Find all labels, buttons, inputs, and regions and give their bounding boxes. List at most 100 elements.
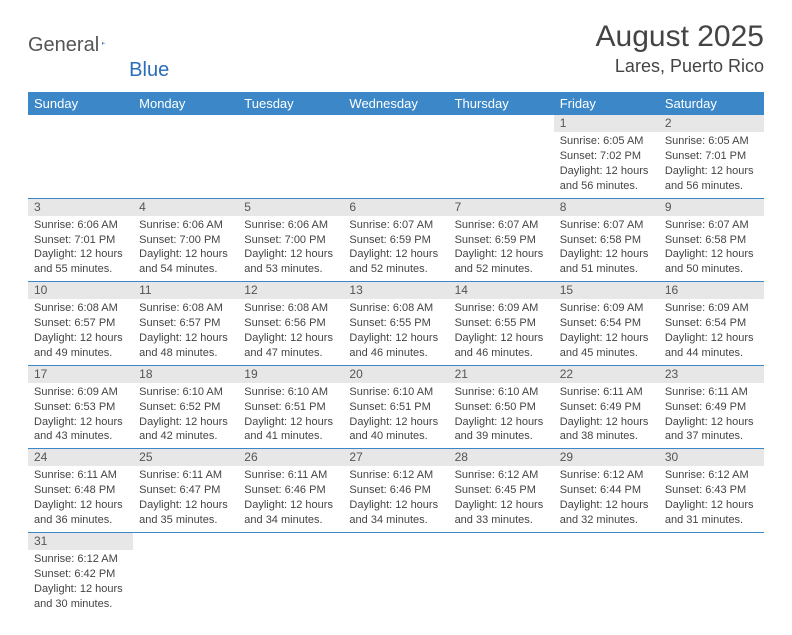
calendar-cell [238,115,343,198]
day-content: Sunrise: 6:08 AMSunset: 6:55 PMDaylight:… [343,299,448,364]
calendar-cell: 10Sunrise: 6:08 AMSunset: 6:57 PMDayligh… [28,282,133,366]
day-number: 10 [28,282,133,299]
day-content: Sunrise: 6:10 AMSunset: 6:51 PMDaylight:… [238,383,343,448]
day-content: Sunrise: 6:10 AMSunset: 6:51 PMDaylight:… [343,383,448,448]
day-number: 28 [449,449,554,466]
calendar-cell: 25Sunrise: 6:11 AMSunset: 6:47 PMDayligh… [133,449,238,533]
calendar-cell [28,115,133,198]
day-number: 8 [554,199,659,216]
calendar-cell: 20Sunrise: 6:10 AMSunset: 6:51 PMDayligh… [343,365,448,449]
calendar-cell: 23Sunrise: 6:11 AMSunset: 6:49 PMDayligh… [659,365,764,449]
calendar-cell [449,115,554,198]
calendar-cell [554,532,659,615]
calendar-cell: 17Sunrise: 6:09 AMSunset: 6:53 PMDayligh… [28,365,133,449]
day-number: 9 [659,199,764,216]
day-content: Sunrise: 6:12 AMSunset: 6:42 PMDaylight:… [28,550,133,615]
day-number: 7 [449,199,554,216]
day-number: 2 [659,115,764,132]
col-friday: Friday [554,92,659,115]
calendar-row: 24Sunrise: 6:11 AMSunset: 6:48 PMDayligh… [28,449,764,533]
day-content: Sunrise: 6:08 AMSunset: 6:57 PMDaylight:… [133,299,238,364]
day-content: Sunrise: 6:05 AMSunset: 7:02 PMDaylight:… [554,132,659,197]
calendar-cell: 27Sunrise: 6:12 AMSunset: 6:46 PMDayligh… [343,449,448,533]
calendar-cell: 18Sunrise: 6:10 AMSunset: 6:52 PMDayligh… [133,365,238,449]
day-content: Sunrise: 6:06 AMSunset: 7:00 PMDaylight:… [238,216,343,281]
calendar-cell [133,115,238,198]
day-content: Sunrise: 6:10 AMSunset: 6:52 PMDaylight:… [133,383,238,448]
title-block: August 2025 Lares, Puerto Rico [596,20,764,77]
calendar-cell: 15Sunrise: 6:09 AMSunset: 6:54 PMDayligh… [554,282,659,366]
calendar-cell: 9Sunrise: 6:07 AMSunset: 6:58 PMDaylight… [659,198,764,282]
day-content: Sunrise: 6:08 AMSunset: 6:56 PMDaylight:… [238,299,343,364]
col-sunday: Sunday [28,92,133,115]
header-row: Sunday Monday Tuesday Wednesday Thursday… [28,92,764,115]
calendar-cell [238,532,343,615]
calendar-row: 17Sunrise: 6:09 AMSunset: 6:53 PMDayligh… [28,365,764,449]
calendar-cell: 12Sunrise: 6:08 AMSunset: 6:56 PMDayligh… [238,282,343,366]
col-saturday: Saturday [659,92,764,115]
calendar-cell [343,115,448,198]
calendar-cell: 24Sunrise: 6:11 AMSunset: 6:48 PMDayligh… [28,449,133,533]
day-content: Sunrise: 6:12 AMSunset: 6:44 PMDaylight:… [554,466,659,531]
calendar-cell [449,532,554,615]
day-number: 3 [28,199,133,216]
calendar-row: 1Sunrise: 6:05 AMSunset: 7:02 PMDaylight… [28,115,764,198]
day-content: Sunrise: 6:11 AMSunset: 6:49 PMDaylight:… [659,383,764,448]
day-content: Sunrise: 6:07 AMSunset: 6:58 PMDaylight:… [659,216,764,281]
calendar-cell: 6Sunrise: 6:07 AMSunset: 6:59 PMDaylight… [343,198,448,282]
calendar-cell: 31Sunrise: 6:12 AMSunset: 6:42 PMDayligh… [28,532,133,615]
day-content: Sunrise: 6:10 AMSunset: 6:50 PMDaylight:… [449,383,554,448]
day-content: Sunrise: 6:11 AMSunset: 6:47 PMDaylight:… [133,466,238,531]
day-content: Sunrise: 6:07 AMSunset: 6:59 PMDaylight:… [343,216,448,281]
calendar-cell: 22Sunrise: 6:11 AMSunset: 6:49 PMDayligh… [554,365,659,449]
day-content: Sunrise: 6:09 AMSunset: 6:54 PMDaylight:… [554,299,659,364]
calendar-cell: 30Sunrise: 6:12 AMSunset: 6:43 PMDayligh… [659,449,764,533]
day-number: 16 [659,282,764,299]
day-content: Sunrise: 6:08 AMSunset: 6:57 PMDaylight:… [28,299,133,364]
col-tuesday: Tuesday [238,92,343,115]
day-number: 15 [554,282,659,299]
calendar-cell [659,532,764,615]
day-number: 21 [449,366,554,383]
calendar-cell: 8Sunrise: 6:07 AMSunset: 6:58 PMDaylight… [554,198,659,282]
day-number: 14 [449,282,554,299]
day-number: 18 [133,366,238,383]
calendar-cell: 3Sunrise: 6:06 AMSunset: 7:01 PMDaylight… [28,198,133,282]
day-number: 6 [343,199,448,216]
calendar-cell: 21Sunrise: 6:10 AMSunset: 6:50 PMDayligh… [449,365,554,449]
day-content: Sunrise: 6:07 AMSunset: 6:58 PMDaylight:… [554,216,659,281]
day-content: Sunrise: 6:12 AMSunset: 6:45 PMDaylight:… [449,466,554,531]
day-number: 19 [238,366,343,383]
calendar-cell: 28Sunrise: 6:12 AMSunset: 6:45 PMDayligh… [449,449,554,533]
day-number: 22 [554,366,659,383]
calendar-cell: 13Sunrise: 6:08 AMSunset: 6:55 PMDayligh… [343,282,448,366]
day-content: Sunrise: 6:07 AMSunset: 6:59 PMDaylight:… [449,216,554,281]
calendar-cell: 11Sunrise: 6:08 AMSunset: 6:57 PMDayligh… [133,282,238,366]
calendar-cell [343,532,448,615]
day-content: Sunrise: 6:11 AMSunset: 6:49 PMDaylight:… [554,383,659,448]
calendar-row: 31Sunrise: 6:12 AMSunset: 6:42 PMDayligh… [28,532,764,615]
col-wednesday: Wednesday [343,92,448,115]
logo-flag-icon [102,35,106,51]
col-monday: Monday [133,92,238,115]
day-number: 5 [238,199,343,216]
day-content: Sunrise: 6:11 AMSunset: 6:46 PMDaylight:… [238,466,343,531]
day-number: 20 [343,366,448,383]
day-number: 11 [133,282,238,299]
day-number: 24 [28,449,133,466]
day-content: Sunrise: 6:09 AMSunset: 6:55 PMDaylight:… [449,299,554,364]
calendar-cell: 2Sunrise: 6:05 AMSunset: 7:01 PMDaylight… [659,115,764,198]
logo-text-general: General [28,34,99,57]
day-content: Sunrise: 6:06 AMSunset: 7:01 PMDaylight:… [28,216,133,281]
calendar-cell: 4Sunrise: 6:06 AMSunset: 7:00 PMDaylight… [133,198,238,282]
day-content: Sunrise: 6:12 AMSunset: 6:43 PMDaylight:… [659,466,764,531]
day-content: Sunrise: 6:09 AMSunset: 6:53 PMDaylight:… [28,383,133,448]
day-number: 30 [659,449,764,466]
calendar-cell: 5Sunrise: 6:06 AMSunset: 7:00 PMDaylight… [238,198,343,282]
day-number: 17 [28,366,133,383]
location: Lares, Puerto Rico [596,56,764,77]
calendar-cell [133,532,238,615]
day-content: Sunrise: 6:12 AMSunset: 6:46 PMDaylight:… [343,466,448,531]
calendar-cell: 14Sunrise: 6:09 AMSunset: 6:55 PMDayligh… [449,282,554,366]
calendar-cell: 19Sunrise: 6:10 AMSunset: 6:51 PMDayligh… [238,365,343,449]
